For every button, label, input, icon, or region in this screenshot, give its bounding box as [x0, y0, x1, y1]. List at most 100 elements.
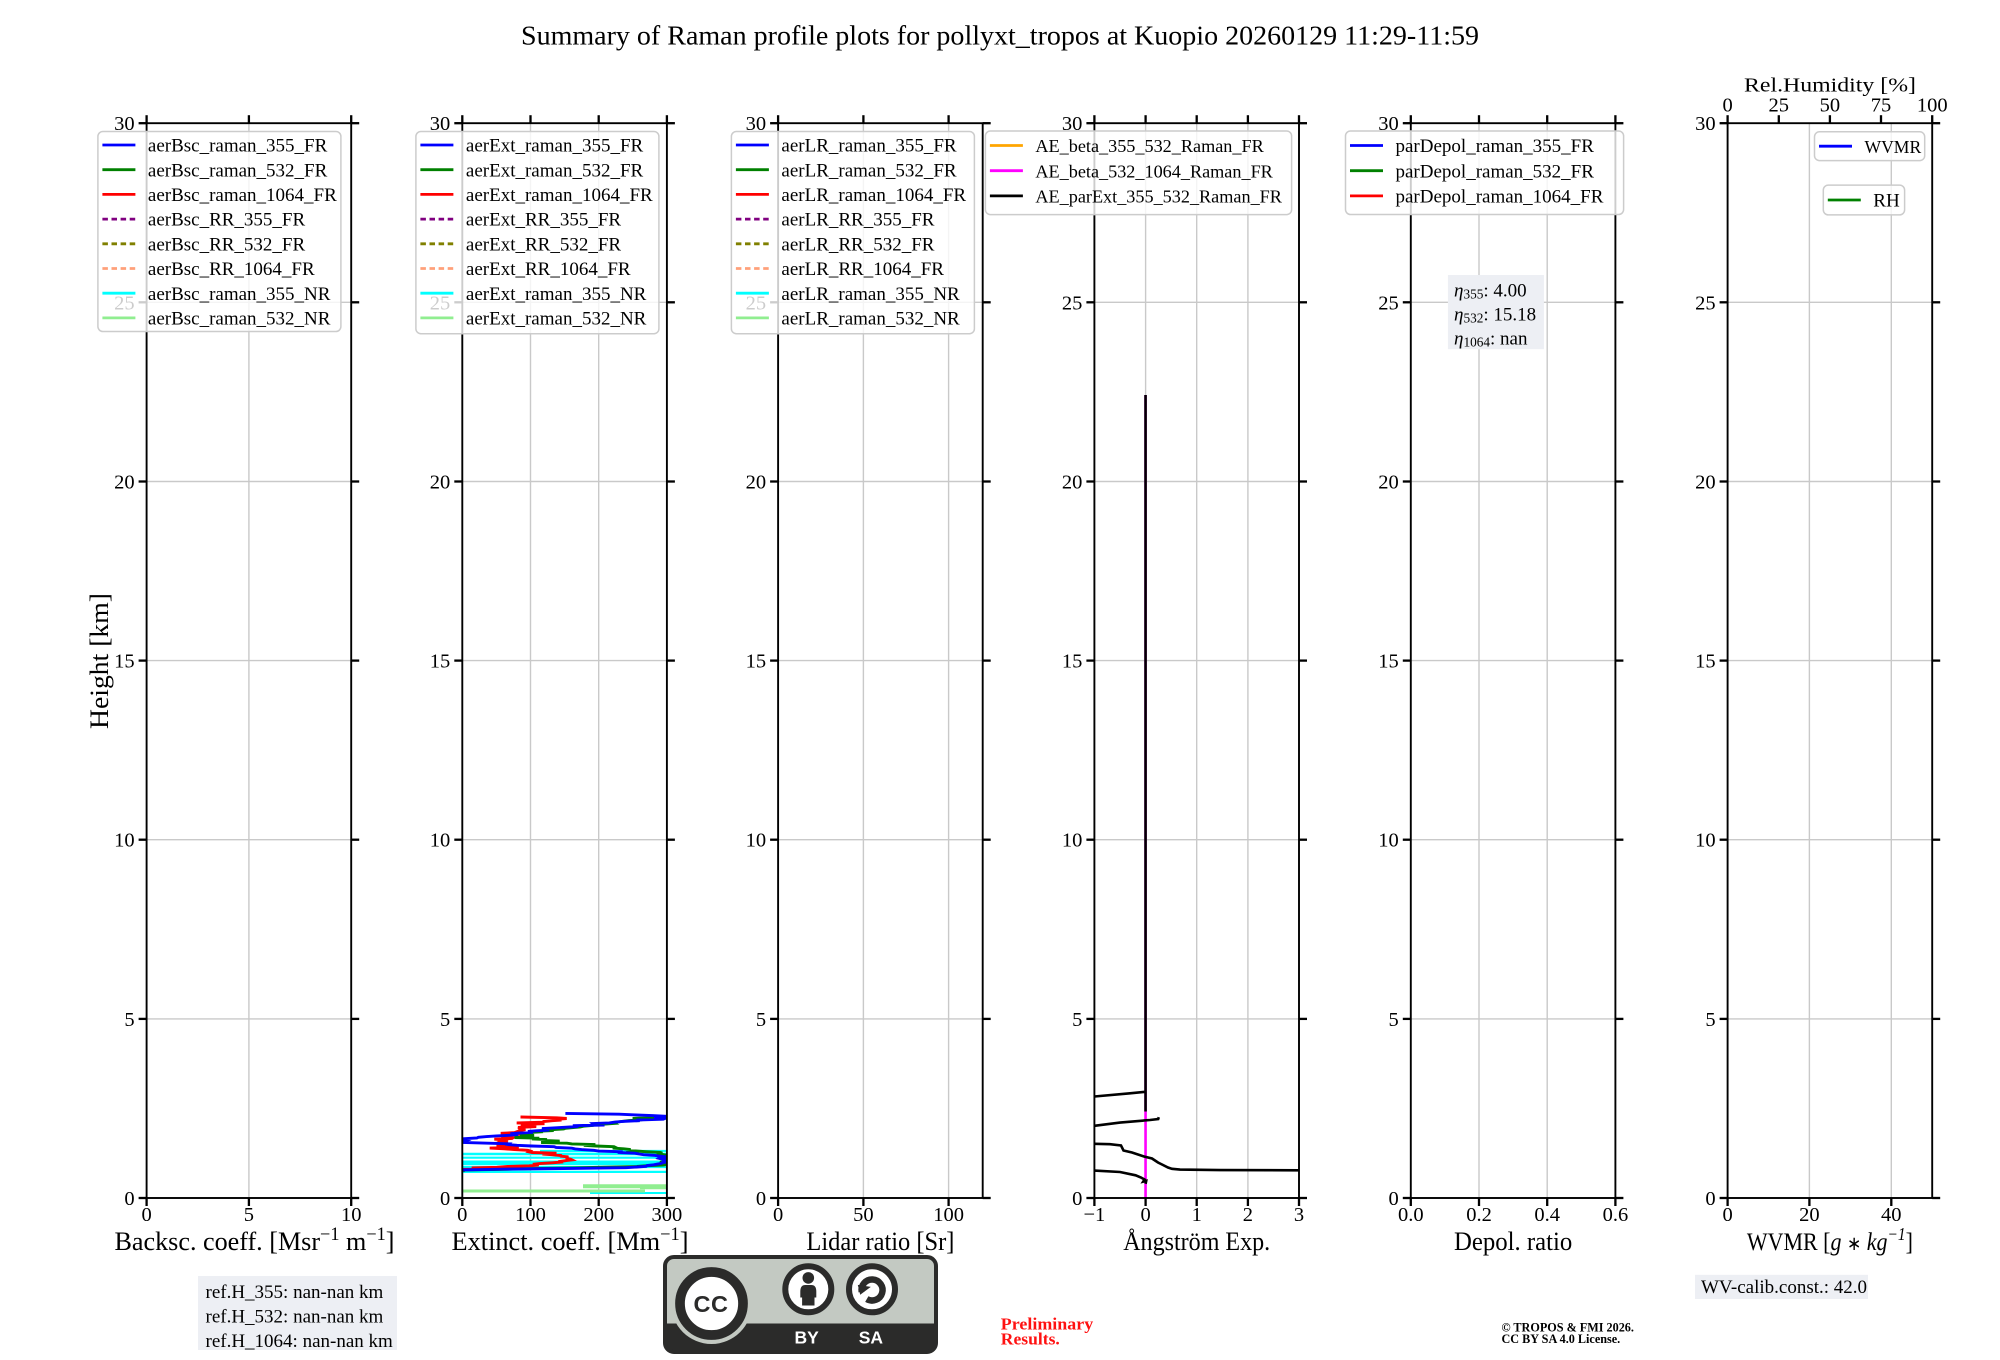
svg-text:20: 20	[430, 472, 451, 494]
svg-text:20: 20	[1062, 472, 1083, 494]
svg-text:0: 0	[1722, 94, 1732, 116]
svg-text:40: 40	[1881, 1204, 1902, 1226]
svg-text:WVMR [g ∗ kg−1]: WVMR [g ∗ kg−1]	[1747, 1224, 1913, 1256]
svg-text:25: 25	[1378, 292, 1399, 314]
svg-text:aerBsc_raman_532_FR: aerBsc_raman_532_FR	[148, 160, 328, 181]
svg-text:aerBsc_raman_532_NR: aerBsc_raman_532_NR	[148, 309, 331, 330]
svg-text:5: 5	[1705, 1009, 1715, 1031]
svg-text:200: 200	[583, 1204, 614, 1226]
svg-text:0: 0	[1389, 1188, 1399, 1210]
svg-text:2: 2	[1243, 1204, 1253, 1226]
svg-text:aerExt_raman_1064_FR: aerExt_raman_1064_FR	[466, 185, 653, 206]
svg-text:15: 15	[1378, 651, 1399, 673]
svg-text:300: 300	[652, 1204, 683, 1226]
svg-text:AE_beta_355_532_Raman_FR: AE_beta_355_532_Raman_FR	[1035, 136, 1264, 156]
svg-text:5: 5	[1072, 1009, 1082, 1031]
svg-text:20: 20	[1378, 472, 1399, 494]
svg-text:75: 75	[1871, 94, 1892, 116]
svg-text:Preliminary: Preliminary	[1001, 1314, 1094, 1333]
svg-text:aerLR_raman_355_FR: aerLR_raman_355_FR	[781, 136, 957, 157]
svg-text:50: 50	[1820, 94, 1841, 116]
svg-text:aerExt_RR_1064_FR: aerExt_RR_1064_FR	[466, 259, 631, 280]
svg-text:0.6: 0.6	[1603, 1204, 1629, 1226]
svg-text:10: 10	[1695, 830, 1716, 852]
svg-text:aerBsc_RR_355_FR: aerBsc_RR_355_FR	[148, 210, 306, 231]
svg-text:15: 15	[114, 651, 135, 673]
svg-text:100: 100	[933, 1204, 964, 1226]
svg-text:0.0: 0.0	[1398, 1204, 1424, 1226]
svg-text:30: 30	[1378, 113, 1399, 135]
svg-text:30: 30	[1695, 113, 1716, 135]
svg-text:WV-calib.const.: 42.0: WV-calib.const.: 42.0	[1701, 1277, 1867, 1298]
svg-text:15: 15	[1695, 651, 1716, 673]
svg-text:SA: SA	[859, 1327, 884, 1347]
svg-text:0: 0	[1140, 1204, 1150, 1226]
svg-text:Rel.Humidity [%]: Rel.Humidity [%]	[1744, 76, 1916, 97]
svg-text:0: 0	[1072, 1188, 1082, 1210]
svg-text:η532: 15.18: η532: 15.18	[1454, 305, 1536, 326]
svg-text:0: 0	[756, 1188, 766, 1210]
svg-text:Lidar ratio [Sr]: Lidar ratio [Sr]	[806, 1226, 954, 1256]
svg-text:10: 10	[1062, 830, 1083, 852]
svg-text:5: 5	[756, 1009, 766, 1031]
svg-text:Summary of Raman profile plots: Summary of Raman profile plots for polly…	[521, 21, 1479, 51]
svg-text:aerExt_RR_532_FR: aerExt_RR_532_FR	[466, 234, 621, 255]
svg-text:20: 20	[1799, 1204, 1820, 1226]
svg-text:10: 10	[430, 830, 451, 852]
svg-text:25: 25	[1695, 292, 1716, 314]
svg-text:30: 30	[746, 113, 767, 135]
svg-text:50: 50	[853, 1204, 874, 1226]
svg-text:10: 10	[114, 830, 135, 852]
svg-text:RH: RH	[1873, 191, 1900, 212]
svg-text:aerLR_raman_532_NR: aerLR_raman_532_NR	[781, 309, 960, 330]
svg-text:1: 1	[1192, 1204, 1202, 1226]
svg-text:0: 0	[124, 1188, 134, 1210]
svg-text:0: 0	[440, 1188, 450, 1210]
svg-text:aerLR_raman_532_FR: aerLR_raman_532_FR	[781, 160, 957, 181]
svg-text:0: 0	[457, 1204, 467, 1226]
svg-text:15: 15	[746, 651, 767, 673]
svg-text:0: 0	[141, 1204, 151, 1226]
svg-text:10: 10	[1378, 830, 1399, 852]
svg-text:25: 25	[1769, 94, 1790, 116]
svg-text:0: 0	[1722, 1204, 1732, 1226]
svg-text:aerBsc_RR_1064_FR: aerBsc_RR_1064_FR	[148, 259, 315, 280]
svg-text:0.2: 0.2	[1466, 1204, 1492, 1226]
svg-text:aerLR_raman_1064_FR: aerLR_raman_1064_FR	[781, 185, 966, 206]
svg-text:AE_parExt_355_532_Raman_FR: AE_parExt_355_532_Raman_FR	[1035, 187, 1282, 207]
svg-text:25: 25	[1062, 292, 1083, 314]
svg-text:100: 100	[515, 1204, 546, 1226]
svg-text:20: 20	[114, 472, 135, 494]
svg-text:Height [km]: Height [km]	[84, 593, 114, 729]
svg-text:aerExt_raman_532_FR: aerExt_raman_532_FR	[466, 160, 644, 181]
svg-text:5: 5	[124, 1009, 134, 1031]
svg-text:AE_beta_532_1064_Raman_FR: AE_beta_532_1064_Raman_FR	[1035, 161, 1273, 181]
svg-text:5: 5	[244, 1204, 254, 1226]
svg-text:aerLR_RR_1064_FR: aerLR_RR_1064_FR	[781, 259, 944, 280]
svg-text:30: 30	[1062, 113, 1083, 135]
svg-text:η1064: nan: η1064: nan	[1454, 329, 1528, 350]
svg-text:0: 0	[773, 1204, 783, 1226]
svg-text:ref.H_355: nan-nan km: ref.H_355: nan-nan km	[206, 1282, 384, 1303]
svg-text:−1: −1	[1083, 1204, 1105, 1226]
svg-text:20: 20	[746, 472, 767, 494]
svg-text:aerExt_raman_355_FR: aerExt_raman_355_FR	[466, 136, 644, 157]
svg-text:aerBsc_raman_355_FR: aerBsc_raman_355_FR	[148, 136, 328, 157]
svg-text:100: 100	[1917, 94, 1948, 116]
svg-text:aerExt_RR_355_FR: aerExt_RR_355_FR	[466, 210, 621, 231]
svg-text:0.4: 0.4	[1534, 1204, 1560, 1226]
svg-text:Results.: Results.	[1001, 1330, 1060, 1349]
svg-text:15: 15	[430, 651, 451, 673]
svg-text:Backsc. coeff. [Msr−1 m−1]: Backsc. coeff. [Msr−1 m−1]	[115, 1224, 395, 1257]
svg-text:Depol. ratio: Depol. ratio	[1454, 1226, 1572, 1256]
svg-text:CC: CC	[694, 1291, 729, 1317]
svg-text:BY: BY	[795, 1327, 820, 1347]
svg-text:parDepol_raman_1064_FR: parDepol_raman_1064_FR	[1396, 187, 1604, 208]
svg-text:aerExt_raman_355_NR: aerExt_raman_355_NR	[466, 284, 647, 305]
svg-text:30: 30	[430, 113, 451, 135]
svg-text:5: 5	[440, 1009, 450, 1031]
svg-text:ref.H_532: nan-nan km: ref.H_532: nan-nan km	[206, 1307, 384, 1328]
svg-text:η355: 4.00: η355: 4.00	[1454, 281, 1527, 302]
svg-text:20: 20	[1695, 472, 1716, 494]
svg-text:WVMR: WVMR	[1865, 137, 1922, 157]
